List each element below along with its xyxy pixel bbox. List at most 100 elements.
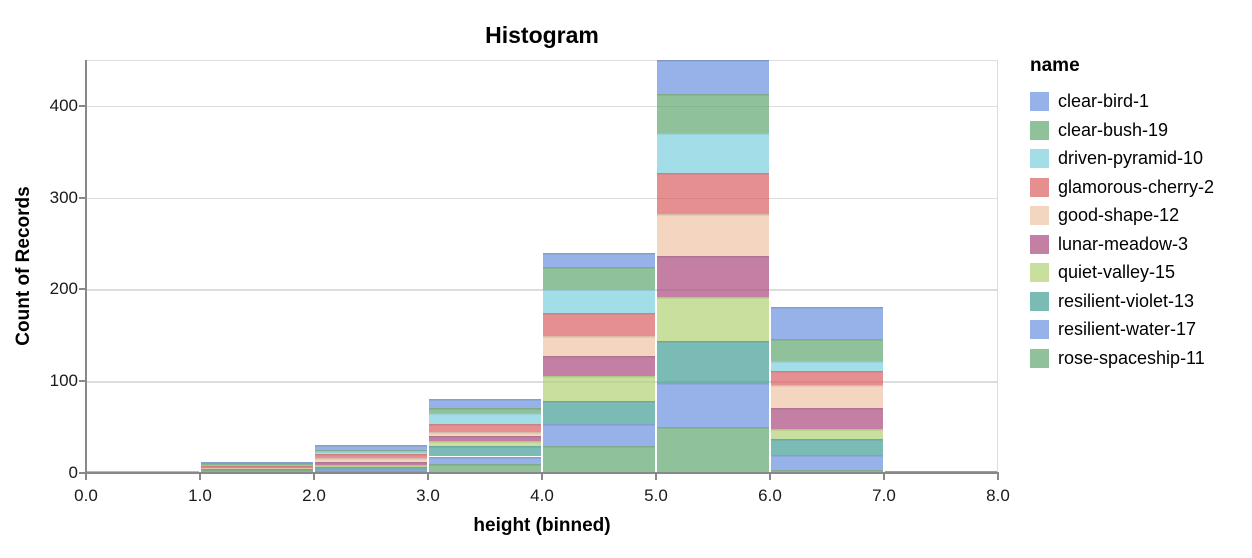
bar-segment-driven-pyramid-10-bin-6-7[interactable]	[771, 361, 883, 372]
bar-segment-lunar-meadow-3-bin-4-5[interactable]	[543, 355, 655, 376]
x-tick-mark-2.0	[313, 474, 315, 480]
bar-segment-clear-bush-19-bin-5-6[interactable]	[657, 93, 769, 133]
legend-label-driven-pyramid-10: driven-pyramid-10	[1058, 148, 1204, 168]
bar-segment-good-shape-12-bin-3-4[interactable]	[429, 431, 541, 437]
bar-segment-quiet-valley-15-bin-5-6[interactable]	[657, 296, 769, 341]
bar-segment-glamorous-cherry-2-bin-1-2[interactable]	[201, 465, 313, 468]
legend-item-resilient-violet-13[interactable]: resilient-violet-13	[1030, 291, 1245, 311]
legend-item-clear-bush-19[interactable]: clear-bush-19	[1030, 120, 1245, 140]
bar-segment-good-shape-12-bin-4-5[interactable]	[543, 336, 655, 356]
bar-segment-driven-pyramid-10-bin-3-4[interactable]	[429, 413, 541, 425]
bar-segment-resilient-violet-13-bin-6-7[interactable]	[771, 439, 883, 455]
legend-label-quiet-valley-15: quiet-valley-15	[1058, 262, 1176, 282]
x-tick-mark-4.0	[541, 474, 543, 480]
bar-bin-0-1	[87, 60, 199, 473]
bar-segment-clear-bird-1-bin-5-6[interactable]	[657, 60, 769, 94]
bar-segment-lunar-meadow-3-bin-3-4[interactable]	[429, 436, 541, 441]
legend-swatch-clear-bush-19	[1030, 120, 1049, 140]
bar-segment-rose-spaceship-11-bin-1-2[interactable]	[201, 470, 313, 473]
bar-segment-resilient-violet-13-bin-1-2[interactable]	[201, 469, 313, 471]
bar-segment-good-shape-12-bin-1-2[interactable]	[201, 467, 313, 469]
y-tick-label-200: 200	[49, 279, 78, 299]
bar-segment-resilient-water-17-bin-6-7[interactable]	[771, 454, 883, 471]
y-tick-mark-0	[79, 472, 85, 474]
bar-segment-lunar-meadow-3-bin-6-7[interactable]	[771, 407, 883, 429]
bar-segment-glamorous-cherry-2-bin-3-4[interactable]	[429, 424, 541, 432]
bar-segment-clear-bird-1-bin-7-8[interactable]	[885, 471, 997, 473]
bar-segment-good-shape-12-bin-2-3[interactable]	[315, 458, 427, 462]
x-tick-label-1.0: 1.0	[188, 486, 212, 505]
bar-segment-clear-bird-1-bin-3-4[interactable]	[429, 398, 541, 408]
bar-segment-resilient-water-17-bin-5-6[interactable]	[657, 383, 769, 428]
bar-segment-clear-bush-19-bin-4-5[interactable]	[543, 267, 655, 289]
gridline-y-100	[86, 381, 998, 383]
bar-segment-resilient-violet-13-bin-2-3[interactable]	[315, 466, 427, 470]
legend-label-resilient-water-17: resilient-water-17	[1058, 319, 1197, 339]
bar-segment-driven-pyramid-10-bin-2-3[interactable]	[315, 450, 427, 454]
bar-segment-clear-bird-1-bin-1-2[interactable]	[201, 462, 313, 463]
bar-segment-rose-spaceship-11-bin-6-7[interactable]	[771, 470, 883, 473]
x-tick-mark-8.0	[997, 474, 999, 480]
bar-segment-driven-pyramid-10-bin-5-6[interactable]	[657, 132, 769, 173]
bar-segment-resilient-water-17-bin-4-5[interactable]	[543, 424, 655, 447]
x-tick-label-2.0: 2.0	[302, 486, 326, 505]
bar-segment-good-shape-12-bin-5-6[interactable]	[657, 214, 769, 257]
bar-bin-4-5	[543, 60, 655, 473]
legend-label-lunar-meadow-3: lunar-meadow-3	[1058, 233, 1189, 254]
bar-segment-driven-pyramid-10-bin-1-2[interactable]	[201, 464, 313, 466]
bar-segment-quiet-valley-15-bin-3-4[interactable]	[429, 440, 541, 447]
x-tick-label-5.0: 5.0	[644, 486, 668, 505]
bar-segment-clear-bird-1-bin-6-7[interactable]	[771, 306, 883, 340]
bar-segment-good-shape-12-bin-6-7[interactable]	[771, 384, 883, 408]
bar-segment-quiet-valley-15-bin-2-3[interactable]	[315, 464, 427, 467]
bar-segment-rose-spaceship-11-bin-4-5[interactable]	[543, 446, 655, 473]
x-tick-label-7.0: 7.0	[872, 486, 896, 505]
bar-segment-clear-bush-19-bin-2-3[interactable]	[315, 450, 427, 451]
x-tick-mark-1.0	[199, 474, 201, 480]
bar-segment-resilient-water-17-bin-3-4[interactable]	[429, 456, 541, 464]
bar-segment-resilient-violet-13-bin-3-4[interactable]	[429, 446, 541, 457]
x-tick-mark-7.0	[883, 474, 885, 480]
bar-segment-rose-spaceship-11-bin-5-6[interactable]	[657, 427, 769, 473]
bar-segment-quiet-valley-15-bin-1-2[interactable]	[201, 468, 313, 470]
legend-item-rose-spaceship-11[interactable]: rose-spaceship-11	[1030, 347, 1245, 368]
bar-segment-glamorous-cherry-2-bin-6-7[interactable]	[771, 371, 883, 385]
bar-segment-clear-bush-19-bin-1-2[interactable]	[201, 462, 313, 465]
legend-item-quiet-valley-15[interactable]: quiet-valley-15	[1030, 262, 1245, 282]
bar-segment-rose-spaceship-11-bin-3-4[interactable]	[429, 463, 541, 473]
legend-swatch-glamorous-cherry-2	[1030, 177, 1049, 197]
legend-item-glamorous-cherry-2[interactable]: glamorous-cherry-2	[1030, 177, 1245, 197]
y-tick-mark-400	[79, 104, 85, 107]
bar-segment-quiet-valley-15-bin-6-7[interactable]	[771, 428, 883, 440]
x-tick-label-4.0: 4.0	[530, 486, 554, 505]
legend-item-clear-bird-1[interactable]: clear-bird-1	[1030, 91, 1245, 111]
y-tick-label-400: 400	[49, 95, 78, 115]
bar-segment-resilient-water-17-bin-2-3[interactable]	[315, 469, 427, 472]
bar-segment-glamorous-cherry-2-bin-2-3[interactable]	[315, 453, 427, 459]
plot-area	[86, 60, 998, 473]
bar-segment-glamorous-cherry-2-bin-5-6[interactable]	[657, 172, 769, 215]
bar-segment-clear-bird-1-bin-2-3[interactable]	[315, 445, 427, 451]
bar-bin-3-4	[429, 60, 541, 473]
bar-segment-driven-pyramid-10-bin-4-5[interactable]	[543, 288, 655, 314]
legend-item-resilient-water-17[interactable]: resilient-water-17	[1030, 319, 1245, 339]
bar-segment-resilient-violet-13-bin-4-5[interactable]	[543, 401, 655, 425]
legend-item-lunar-meadow-3[interactable]: lunar-meadow-3	[1030, 233, 1245, 254]
legend-label-good-shape-12: good-shape-12	[1058, 205, 1180, 225]
legend-swatch-lunar-meadow-3	[1030, 234, 1049, 254]
x-tick-mark-5.0	[655, 474, 657, 480]
bar-segment-clear-bush-19-bin-3-4[interactable]	[429, 407, 541, 414]
bar-segment-glamorous-cherry-2-bin-4-5[interactable]	[543, 313, 655, 337]
legend-item-driven-pyramid-10[interactable]: driven-pyramid-10	[1030, 148, 1245, 168]
bar-segment-clear-bird-1-bin-4-5[interactable]	[543, 252, 655, 268]
bar-segment-resilient-violet-13-bin-5-6[interactable]	[657, 340, 769, 384]
y-tick-mark-200	[79, 288, 85, 291]
bar-segment-lunar-meadow-3-bin-2-3[interactable]	[315, 462, 427, 465]
y-axis-title: Count of Records	[13, 186, 34, 346]
legend-label-rose-spaceship-11: rose-spaceship-11	[1058, 347, 1205, 368]
legend-item-good-shape-12[interactable]: good-shape-12	[1030, 205, 1245, 225]
legend-swatch-resilient-violet-13	[1030, 291, 1049, 311]
bar-segment-clear-bush-19-bin-6-7[interactable]	[771, 339, 883, 362]
bar-segment-quiet-valley-15-bin-4-5[interactable]	[543, 375, 655, 402]
bar-segment-lunar-meadow-3-bin-5-6[interactable]	[657, 256, 769, 297]
